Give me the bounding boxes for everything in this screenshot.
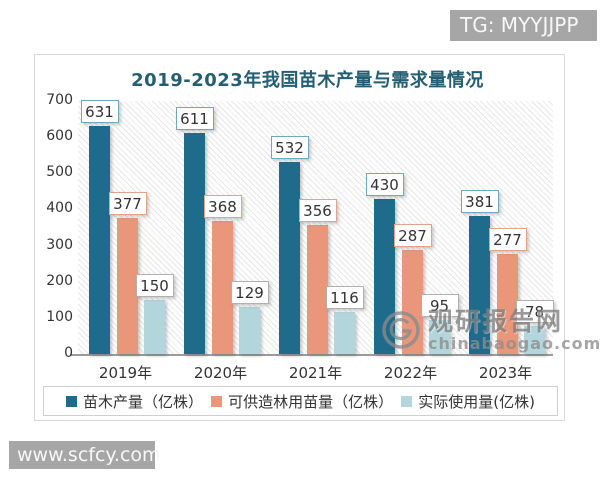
bar-value-label: 150 [135, 273, 174, 297]
legend-item: 实际使用量(亿株) [401, 391, 535, 412]
bar-value-label: 287 [393, 224, 432, 248]
bar [117, 217, 138, 354]
bar [239, 307, 260, 354]
legend-item: 可供造林用苗量（亿株） [211, 391, 393, 412]
bar-value-label: 611 [175, 107, 214, 131]
bar-value-label: 78 [515, 299, 554, 323]
legend-label: 苗木产量（亿株） [83, 392, 204, 411]
bar [212, 220, 233, 354]
y-axis-tick-label: 0 [64, 345, 73, 361]
bar [144, 299, 165, 354]
y-axis-tick-label: 700 [46, 92, 73, 108]
bar-value-label: 356 [298, 199, 337, 223]
bar [307, 225, 328, 354]
bar [497, 253, 518, 354]
chart-title: 2019-2023年我国苗木产量与需求量情况 [131, 70, 484, 91]
bar-value-label: 377 [108, 191, 147, 215]
bar-value-label: 381 [460, 190, 499, 214]
bar-value-label: 129 [230, 281, 269, 305]
bar [89, 125, 110, 354]
legend-swatch-icon [66, 395, 77, 407]
legend-swatch-icon [211, 395, 223, 407]
bar [374, 198, 395, 354]
bar [184, 133, 205, 354]
bar-value-label: 368 [203, 194, 242, 218]
legend-item: 苗木产量（亿株） [66, 391, 203, 412]
x-axis-line [70, 354, 78, 356]
site-badge: www.scfcy.com [9, 441, 161, 469]
chart-card: 2019-2023年我国苗木产量与需求量情况 631 377 150 611 368 12… [34, 54, 600, 421]
y-axis-tick-label: 100 [46, 308, 73, 325]
legend: 苗木产量（亿株） 可供造林用苗量（亿株） 实际使用量(亿株) [43, 386, 558, 416]
x-axis-tick-label: 2020年 [193, 364, 248, 382]
y-axis-tick-label: 300 [46, 236, 73, 253]
bar [279, 161, 300, 354]
y-axis-tick-label: 400 [46, 200, 73, 217]
x-axis-tick-label: 2022年 [383, 364, 438, 382]
bar [524, 325, 545, 354]
bar-value-label: 277 [488, 227, 527, 251]
x-axis-tick-label: 2021年 [288, 364, 343, 382]
y-axis-tick-label: 500 [46, 164, 73, 181]
tg-badge: TG: MYYJJPP [450, 10, 597, 41]
bar-value-label: 430 [365, 172, 404, 196]
y-axis-tick-label: 600 [46, 128, 73, 145]
x-axis-tick-label: 2019年 [98, 364, 153, 382]
bar [429, 319, 450, 354]
plot-area: 631 377 150 611 368 129 532 356 116 430 287 95 381 27… [78, 99, 554, 356]
bar-value-label: 532 [270, 135, 309, 159]
bar-value-label: 116 [325, 286, 364, 310]
legend-label: 实际使用量(亿株) [418, 392, 535, 411]
bar-value-label: 631 [80, 99, 119, 123]
legend-label: 可供造林用苗量（亿株） [228, 392, 394, 411]
bar-value-label: 95 [420, 293, 459, 317]
bar [334, 312, 355, 354]
bar [469, 216, 490, 354]
legend-swatch-icon [401, 395, 413, 407]
x-axis-tick-label: 2023年 [478, 364, 533, 382]
y-axis-tick-label: 200 [46, 272, 73, 289]
